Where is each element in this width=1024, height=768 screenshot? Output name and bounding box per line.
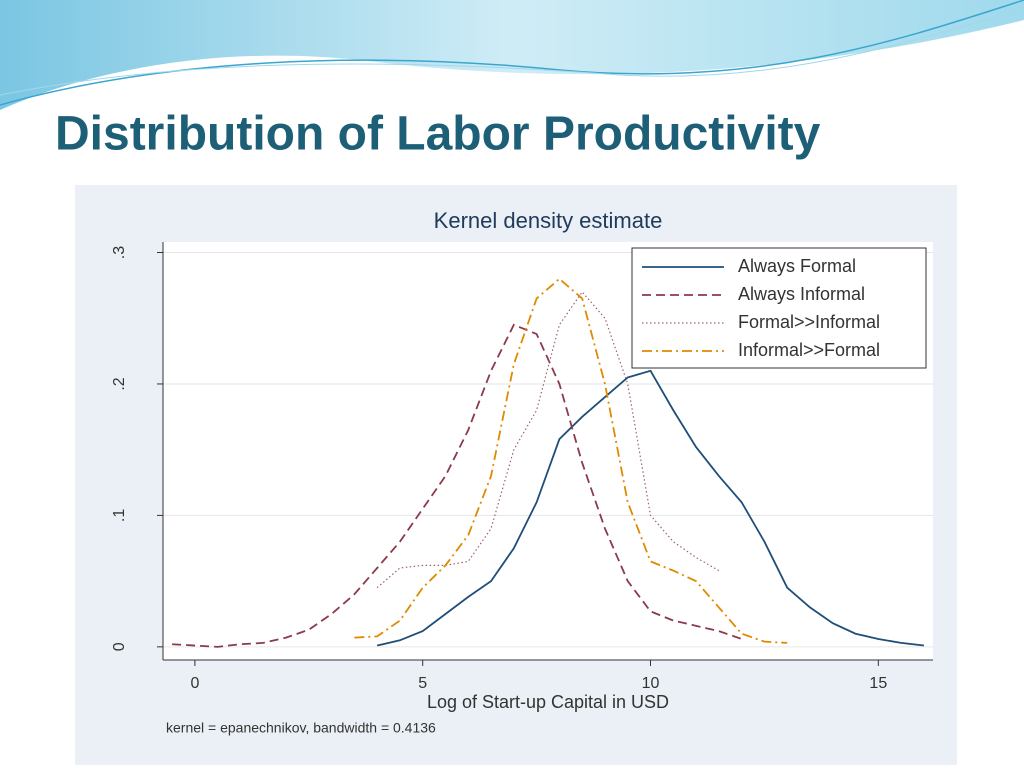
y-tick-label: .3 — [111, 246, 128, 259]
chart-title: Kernel density estimate — [434, 208, 663, 233]
series-line — [172, 323, 742, 648]
plot: 0 .1 .2 .3 0 5 10 15 Always Formal Always Informa… — [111, 242, 933, 692]
legend-label: Formal>>Informal — [738, 312, 880, 332]
x-tick-label: 0 — [190, 675, 199, 692]
y-tick-label: .1 — [111, 509, 128, 522]
header-wave — [0, 0, 1024, 110]
series-line — [376, 290, 720, 589]
series-line — [376, 369, 924, 647]
legend-box — [631, 247, 927, 369]
x-axis-label: Log of Start-up Capital in USD — [427, 692, 669, 712]
note: kernel = epanechnikov, bandwidth = 0.413… — [166, 720, 436, 736]
legend-label: Informal>>Formal — [738, 340, 880, 360]
x-tick-label: 5 — [418, 675, 427, 692]
header-curve — [0, 9, 1024, 96]
x-tick-label: 15 — [869, 675, 887, 692]
header-curve — [0, 0, 1024, 106]
legend-label: Always Formal — [738, 256, 856, 276]
y-tick-label: .2 — [111, 377, 128, 390]
series-line — [354, 277, 788, 644]
x-tick-label: 10 — [642, 675, 660, 692]
legend-label: Always Informal — [738, 284, 865, 304]
slide-title: Distribution of Labor Productivity — [55, 108, 821, 161]
y-tick-label: 0 — [111, 642, 128, 651]
